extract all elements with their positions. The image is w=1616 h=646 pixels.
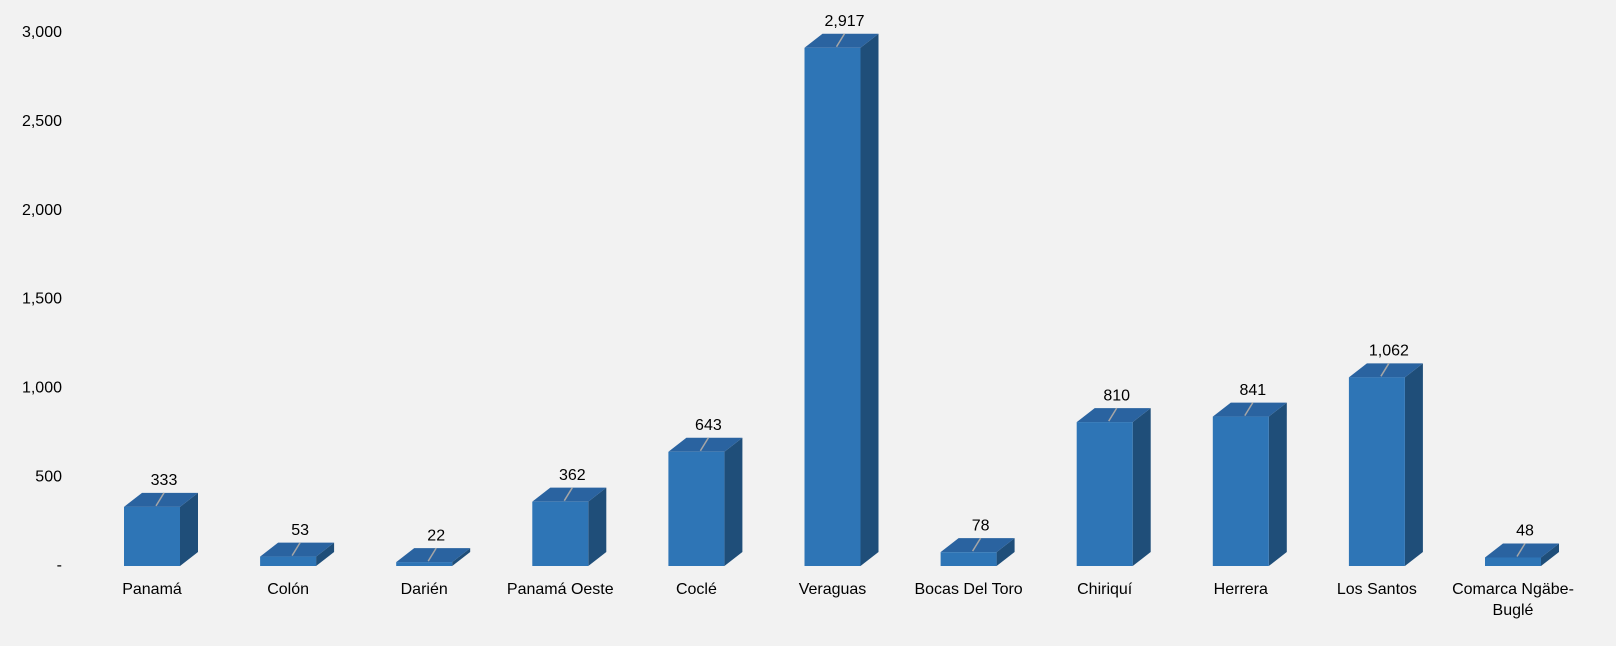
- bar-side: [996, 538, 1015, 566]
- data-label: 362: [559, 467, 586, 484]
- bar: [1212, 416, 1269, 566]
- bar: [1485, 557, 1541, 566]
- x-tick-label: Darién: [400, 581, 448, 598]
- x-tick-label: Los Santos: [1336, 581, 1417, 598]
- bar-top: [1348, 363, 1423, 378]
- leader-line: [1244, 402, 1254, 416]
- bar-side: [452, 548, 471, 566]
- leader-line: [1516, 543, 1526, 557]
- leader-line: [1108, 407, 1118, 422]
- data-label: 22: [427, 527, 445, 544]
- bar-top: [532, 487, 607, 502]
- bar-top: [804, 33, 879, 48]
- bar-top: [1076, 408, 1151, 423]
- data-label: 48: [1516, 523, 1534, 540]
- data-label: 1,062: [1369, 343, 1409, 360]
- bar-side: [860, 33, 879, 566]
- x-tick-label: Panamá Oeste: [506, 581, 614, 598]
- bar: [1348, 377, 1405, 566]
- data-label: 2,917: [824, 13, 864, 30]
- leader-line: [699, 437, 710, 452]
- data-label: 53: [291, 522, 309, 539]
- data-label: 333: [151, 472, 178, 489]
- bar-side: [1132, 408, 1151, 566]
- leader-line: [563, 487, 573, 502]
- bar-top: [940, 538, 1015, 553]
- bar: [668, 451, 725, 566]
- y-tick-label: 1,500: [22, 291, 62, 308]
- x-tick-label: Colón: [267, 581, 309, 598]
- bar: [532, 501, 589, 566]
- bar-top: [1485, 543, 1559, 558]
- bar-top: [260, 542, 335, 557]
- bar: [260, 556, 317, 566]
- y-tick-label: 3,000: [22, 24, 62, 41]
- bar: [804, 47, 861, 566]
- leader-line: [971, 537, 982, 552]
- bar-top: [124, 492, 198, 507]
- leader-line: [291, 542, 301, 556]
- bar: [124, 506, 180, 566]
- bar: [940, 552, 997, 566]
- bar-side: [724, 437, 743, 566]
- bar-top: [668, 437, 743, 452]
- bar-top: [396, 548, 471, 563]
- bar-side: [316, 542, 335, 566]
- y-tick-label: -: [57, 557, 62, 574]
- bar-side: [1541, 543, 1559, 566]
- bar-side: [1268, 402, 1287, 566]
- bar-top: [1212, 402, 1287, 417]
- x-tick-label: Bocas Del Toro: [914, 581, 1023, 598]
- x-tick-label: Comarca Ngäbe-Buglé: [1452, 581, 1574, 619]
- bar-side: [588, 487, 607, 566]
- y-tick-label: 500: [35, 468, 62, 485]
- y-tick-label: 1,000: [22, 380, 62, 397]
- data-label: 810: [1103, 387, 1130, 404]
- y-tick-label: 2,500: [22, 113, 62, 130]
- leader-line: [427, 547, 437, 562]
- x-tick-label: Coclé: [675, 581, 717, 598]
- leader-line: [155, 492, 165, 507]
- data-label: 841: [1239, 382, 1266, 399]
- x-tick-label: Herrera: [1213, 581, 1268, 598]
- data-label: 78: [972, 517, 990, 534]
- data-label: 643: [695, 417, 722, 434]
- x-tick-label: Panamá: [122, 581, 182, 598]
- bar-side: [180, 492, 198, 566]
- x-tick-label: Veraguas: [798, 581, 867, 598]
- y-tick-label: 2,000: [22, 202, 62, 219]
- x-tick-label: Chiriquí: [1077, 581, 1133, 598]
- leader-line: [1380, 362, 1390, 377]
- bar: [1076, 422, 1133, 566]
- bar-side: [1404, 363, 1423, 566]
- bar: [396, 562, 453, 566]
- leader-line: [835, 33, 846, 48]
